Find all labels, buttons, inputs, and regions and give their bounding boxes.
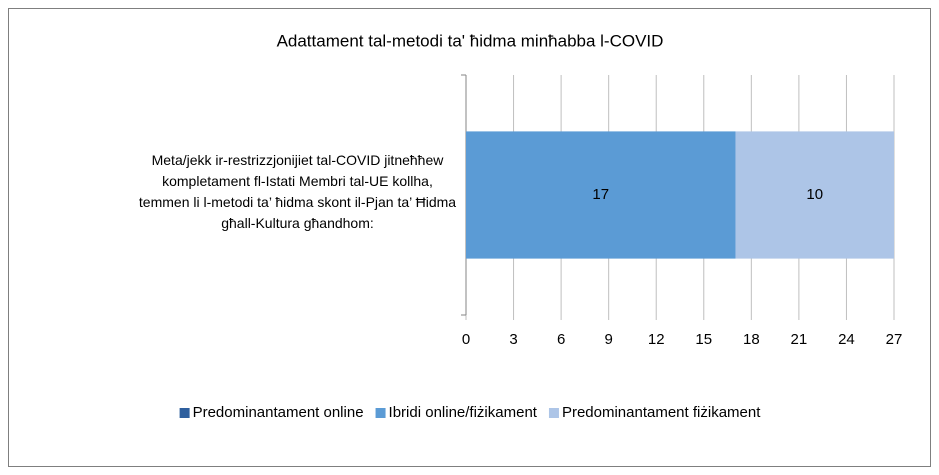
legend-label: Predominantament fiżikament (562, 404, 761, 421)
data-label: 10 (806, 186, 823, 203)
x-tick-label: 6 (557, 331, 565, 348)
category-label: Meta/jekk ir-restrizzjonijiet tal-COVID … (138, 152, 457, 231)
x-tick-label: 21 (791, 331, 808, 348)
x-tick-label: 24 (838, 331, 855, 348)
x-tick-label: 27 (886, 331, 903, 348)
x-tick-label: 15 (695, 331, 712, 348)
x-tick-label: 12 (648, 331, 665, 348)
legend-swatch (375, 408, 386, 418)
bar-segment (466, 131, 736, 259)
x-tick-label: 9 (604, 331, 612, 348)
x-tick-label: 3 (509, 331, 517, 348)
x-tick-label: 18 (743, 331, 760, 348)
legend-swatch (179, 408, 190, 418)
chart-title: Adattament tal-metodi ta' ħidma minħabba… (277, 31, 664, 50)
legend-label: Ibridi online/fiżikament (389, 404, 538, 421)
legend-swatch (548, 408, 559, 418)
bar-segment (735, 131, 894, 259)
legend-label: Predominantament online (193, 404, 364, 421)
data-label: 17 (592, 186, 609, 203)
x-tick-label: 0 (462, 331, 470, 348)
